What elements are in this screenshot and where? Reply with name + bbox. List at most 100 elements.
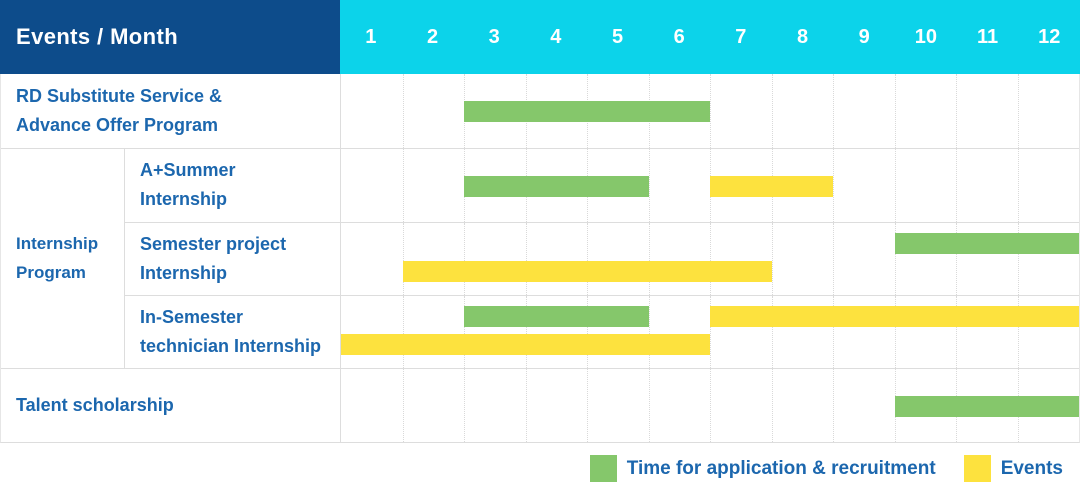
month-gridline bbox=[956, 148, 957, 222]
label-line: In-Semester bbox=[140, 307, 244, 328]
application-bar bbox=[894, 232, 1079, 254]
month-gridline bbox=[771, 74, 773, 148]
chart-cell bbox=[341, 369, 1079, 442]
month-gridline bbox=[648, 222, 650, 296]
label-line: A+Summer bbox=[140, 160, 236, 181]
group-children: A+Summer Internship Semester project Intern… bbox=[125, 148, 1079, 369]
month-gridline bbox=[587, 369, 588, 442]
month-header-1: 1 bbox=[365, 25, 377, 48]
month-gridline bbox=[525, 296, 527, 369]
events-bar bbox=[341, 334, 710, 356]
chart-cell bbox=[341, 296, 1079, 369]
month-gridline bbox=[894, 296, 896, 369]
application-bar bbox=[894, 396, 1079, 418]
row-label: RD Substitute Service & Advance Offer Pro… bbox=[1, 74, 341, 148]
label-line: Internship bbox=[140, 189, 228, 210]
month-gridline bbox=[525, 369, 527, 442]
label-line: Program bbox=[16, 263, 86, 283]
month-gridline bbox=[833, 148, 834, 222]
month-header-12: 12 bbox=[1038, 25, 1061, 48]
month-gridline bbox=[1017, 222, 1019, 296]
label-line: Internship bbox=[140, 262, 228, 283]
legend-item-application: Time for application & recruitment bbox=[589, 455, 936, 483]
month-gridline bbox=[710, 222, 711, 296]
chart-cell bbox=[341, 148, 1079, 222]
month-gridline bbox=[1017, 74, 1019, 148]
month-gridline bbox=[402, 74, 404, 148]
month-gridline bbox=[464, 369, 465, 442]
month-header-5: 5 bbox=[611, 25, 624, 48]
month-header-2: 2 bbox=[426, 25, 439, 48]
group-label: Internship Program bbox=[1, 148, 125, 369]
sub-row-label: Semester project Internship bbox=[125, 222, 341, 296]
month-gridline bbox=[464, 296, 465, 369]
month-gridline bbox=[956, 296, 957, 369]
events-bar bbox=[710, 175, 833, 197]
application-bar bbox=[464, 175, 649, 197]
month-gridline bbox=[1017, 296, 1019, 369]
month-header-6: 6 bbox=[673, 25, 685, 48]
month-header-8: 8 bbox=[796, 25, 809, 48]
application-bar bbox=[464, 101, 710, 122]
month-gridline bbox=[402, 369, 404, 442]
month-gridline bbox=[587, 296, 588, 369]
table-sub-row: A+Summer Internship bbox=[125, 148, 1079, 222]
group-row: Internship Program A+Summer Internship Semes… bbox=[1, 147, 1079, 369]
application-legend-swatch bbox=[589, 455, 617, 483]
month-gridline bbox=[402, 148, 404, 222]
events-bar bbox=[710, 306, 1079, 328]
label-line: RD Substitute Service & bbox=[16, 85, 223, 106]
month-header-9: 9 bbox=[858, 25, 870, 48]
month-gridline bbox=[894, 74, 896, 148]
month-gridline bbox=[833, 369, 834, 442]
chart-cell bbox=[341, 74, 1079, 148]
month-gridline bbox=[956, 74, 957, 148]
month-gridline bbox=[648, 296, 650, 369]
sub-row-label: A+Summer Internship bbox=[125, 148, 341, 222]
month-gridline bbox=[956, 222, 957, 296]
month-gridline bbox=[771, 222, 773, 296]
label-line: Talent scholarship bbox=[16, 395, 174, 416]
month-gridline bbox=[402, 222, 404, 296]
month-gridline bbox=[710, 369, 711, 442]
events-bar bbox=[402, 260, 772, 282]
legend-label: Events bbox=[1000, 457, 1063, 479]
month-gridline bbox=[894, 222, 896, 296]
table-sub-row: In-Semester technician Internship bbox=[125, 295, 1079, 369]
month-header-4: 4 bbox=[550, 25, 562, 48]
table-sub-row: Semester project Internship bbox=[125, 221, 1079, 296]
month-gridline bbox=[894, 148, 896, 222]
month-gridline bbox=[464, 222, 465, 296]
legend-label: Time for application & recruitment bbox=[626, 457, 936, 479]
month-gridline bbox=[833, 74, 834, 148]
legend-item-events: Events bbox=[963, 455, 1063, 483]
label-line: Advance Offer Program bbox=[16, 114, 219, 135]
sub-row-label: In-Semester technician Internship bbox=[125, 296, 341, 369]
chart-cell bbox=[341, 222, 1079, 296]
table-row: Talent scholarship bbox=[1, 368, 1079, 442]
month-gridline bbox=[710, 74, 711, 148]
month-gridline bbox=[525, 222, 527, 296]
month-header-10: 10 bbox=[914, 25, 937, 48]
month-gridline bbox=[648, 148, 650, 222]
month-gridline bbox=[771, 369, 773, 442]
events-legend-swatch bbox=[963, 455, 991, 483]
schedule-gantt-chart: Events / Month 1 2 3 4 5 6 7 8 9 10 11 12 RD Substi… bbox=[0, 0, 1080, 443]
month-gridline bbox=[1017, 148, 1019, 222]
month-gridline bbox=[587, 222, 588, 296]
month-header-11: 11 bbox=[976, 25, 999, 48]
month-gridline bbox=[833, 222, 834, 296]
month-gridline bbox=[771, 296, 773, 369]
legend: Time for application & recruitment Events bbox=[0, 443, 1080, 495]
month-header-7: 7 bbox=[735, 25, 747, 48]
label-line: Semester project bbox=[140, 233, 287, 254]
label-line: Internship bbox=[16, 234, 99, 254]
label-line: technician Internship bbox=[140, 336, 322, 357]
month-header-3: 3 bbox=[488, 25, 500, 48]
month-gridline bbox=[648, 369, 650, 442]
month-header-strip: 1 2 3 4 5 6 7 8 9 10 11 12 bbox=[340, 0, 1080, 74]
month-gridline bbox=[710, 296, 711, 369]
events-month-header-cell: Events / Month bbox=[0, 0, 340, 74]
application-bar bbox=[464, 306, 649, 328]
table-row: RD Substitute Service & Advance Offer Pro… bbox=[1, 74, 1079, 148]
